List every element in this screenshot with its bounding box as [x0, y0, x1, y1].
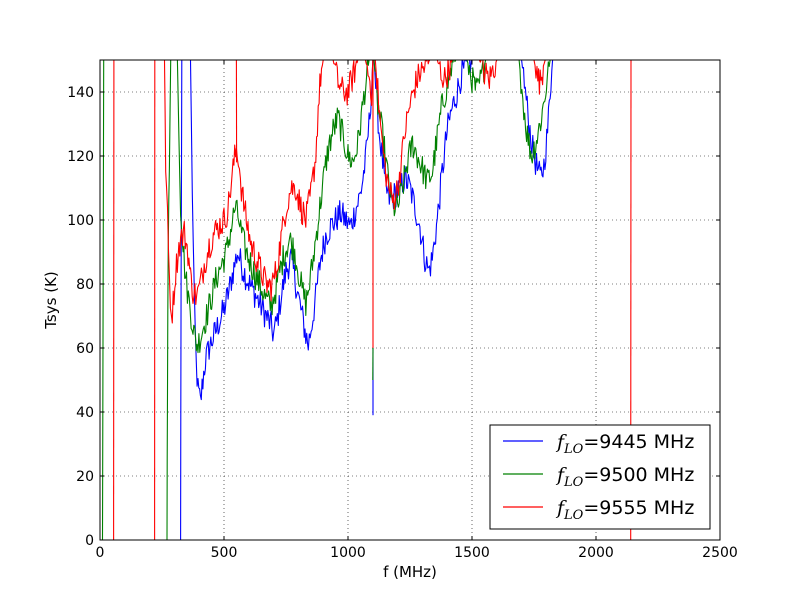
y-tick-label: 60: [76, 341, 94, 357]
legend: fLO=9445 MHz fLO=9500 MHz fLO=9555 MHz: [489, 424, 711, 530]
x-tick-label: 1000: [330, 545, 366, 561]
y-tick-label: 140: [67, 85, 94, 101]
series-layer: [101, 60, 632, 540]
legend-label: fLO=9500 MHz: [555, 464, 694, 490]
series-line: [189, 60, 374, 401]
series-line: [176, 60, 370, 354]
legend-box: [489, 424, 711, 530]
y-tick-label: 80: [76, 277, 94, 293]
series-line: [478, 60, 498, 89]
series-line: [374, 60, 431, 210]
plot-frame: [99, 59, 721, 541]
y-tick-label: 40: [76, 405, 94, 421]
series-line: [466, 60, 487, 94]
y-tick-label: 0: [85, 533, 94, 549]
axis-ticks: 0 500 1000 1500 2000 2500 0 20 40 60 80 100 120 140: [67, 60, 738, 561]
x-tick-label: 2000: [578, 545, 614, 561]
series-line: [332, 60, 359, 106]
x-tick-label: 2500: [702, 545, 738, 561]
y-tick-label: 120: [67, 149, 94, 165]
series-line: [180, 60, 183, 540]
x-axis-label: f (MHz): [383, 563, 437, 581]
series-line: [533, 60, 546, 95]
series-line: [364, 60, 374, 106]
series-line: [521, 60, 554, 178]
series-line: [373, 60, 457, 217]
series-line: [436, 60, 453, 88]
x-tick-label: 1500: [454, 545, 490, 561]
series-line: [163, 60, 324, 324]
y-tick-label: 20: [76, 469, 94, 485]
series-2: [113, 60, 632, 540]
legend-label: fLO=9555 MHz: [555, 497, 694, 523]
legend-label: fLO=9445 MHz: [555, 431, 694, 457]
x-tick-label: 0: [96, 545, 105, 561]
y-axis-label: Tsys (K): [42, 271, 60, 330]
series-line: [101, 60, 105, 540]
series-line: [518, 60, 551, 164]
x-tick-label: 500: [211, 545, 238, 561]
y-tick-label: 100: [67, 213, 94, 229]
